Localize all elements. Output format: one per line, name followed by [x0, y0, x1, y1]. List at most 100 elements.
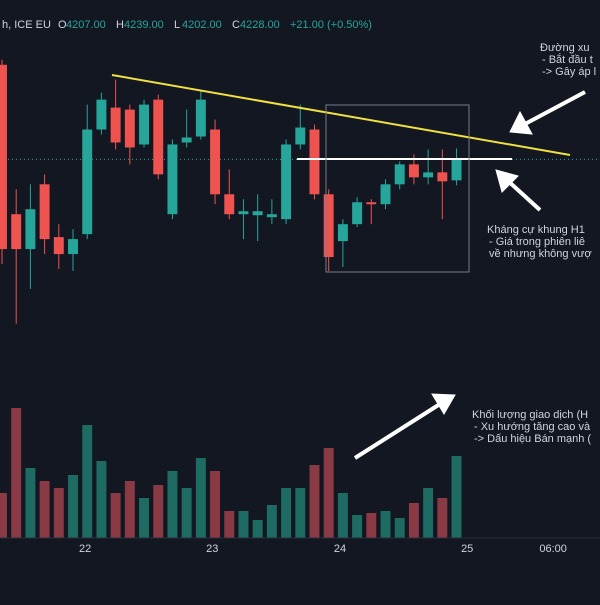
ohlc-label: C [232, 19, 240, 31]
arrow [505, 178, 542, 212]
annotation-text: -> Gây áp l [542, 66, 596, 78]
annotation-text: -> Dấu hiệu Bán mạnh ( [474, 433, 591, 445]
range-box [325, 104, 470, 273]
volume-bar [323, 448, 334, 538]
volume-bar [281, 488, 292, 538]
x-tick-label: 23 [206, 543, 218, 555]
volume-bar [337, 493, 348, 538]
volume-bar [408, 503, 419, 538]
ohlc-label: O [58, 19, 67, 31]
candle-body [281, 144, 292, 220]
volume-bar [82, 425, 93, 538]
candle-body [309, 129, 320, 195]
ohlc-legend: O 4207.00 H 4239.00 L 4202.00 C 4228.00 [58, 19, 280, 31]
volume-bar [210, 471, 221, 538]
candle-body [323, 194, 334, 258]
candle-body [408, 164, 419, 178]
ohlc-label: H [116, 19, 124, 31]
candle-body [352, 202, 363, 225]
volume-bar [181, 488, 192, 538]
volume-bar [96, 461, 107, 538]
candle-body [0, 64, 7, 250]
arrows [353, 90, 586, 460]
candle-body [11, 214, 22, 250]
annotation-text: - Xu hướng tăng cao và [474, 421, 591, 433]
candle-body [39, 184, 50, 240]
annotations: Đường xu- Bắt đầu t-> Gây áp l Kháng cự k… [472, 42, 596, 445]
volume-bar [195, 458, 206, 538]
volume-bar [366, 513, 377, 538]
volume-bar [266, 505, 277, 538]
candle-body [124, 109, 135, 148]
annotation-text: Đường xu [540, 42, 589, 54]
volume-bar [25, 468, 36, 538]
volume-bar [124, 481, 135, 538]
volume-bar [451, 456, 462, 538]
volume-bar [11, 408, 22, 538]
volume-bar [0, 493, 7, 538]
ohlc-value: 4207.00 [66, 19, 106, 31]
ohlc-label: L [174, 19, 180, 31]
candle-body [110, 107, 121, 143]
candle-body [224, 194, 235, 215]
candle-body [380, 184, 391, 205]
arrow [353, 402, 442, 460]
volume-bar [167, 471, 178, 538]
ohlc-value: 4239.00 [124, 19, 164, 31]
volume-bar [238, 511, 249, 538]
volume-bar [380, 511, 391, 538]
candle-body [451, 159, 462, 181]
candle-body [266, 214, 277, 218]
candle-body [167, 144, 178, 215]
candle-body [423, 172, 434, 178]
volume-bar [68, 475, 78, 538]
volume-bar [423, 488, 434, 538]
trend-line [111, 74, 571, 156]
volume-bar [139, 498, 150, 538]
candle-body [394, 164, 405, 185]
candle-body [295, 127, 306, 145]
volume-bar [224, 511, 235, 538]
annotation-text: Kháng cự khung H1 [487, 224, 585, 236]
candle-body [238, 211, 249, 215]
volume-bar [110, 493, 121, 538]
plot [0, 59, 600, 538]
annotation-text: Khối lượng giao dịch (H [472, 409, 588, 421]
candle-body [210, 129, 221, 195]
candle-body [96, 99, 107, 130]
candle-body [25, 209, 36, 250]
candle-body [68, 239, 78, 255]
candle-body [437, 172, 448, 182]
annotation-text: - Giá trong phiên liê [489, 236, 585, 248]
x-tick-label: 24 [334, 543, 346, 555]
change: +21.00 (+0.50%) [290, 19, 372, 31]
ohlc-value: 4228.00 [240, 19, 280, 31]
volume-bar [53, 488, 64, 538]
volume-bar [252, 520, 263, 538]
arrow-head [495, 169, 519, 193]
candle-body [337, 224, 348, 242]
x-tick-label: 25 [461, 543, 473, 555]
symbol: h, ICE EU [2, 19, 51, 31]
candle-body [153, 99, 164, 175]
volume-bar [437, 498, 448, 538]
candle-body [195, 99, 206, 137]
candle-body [181, 137, 192, 143]
volume-bar [394, 518, 405, 538]
arrow [524, 90, 586, 126]
arrow-head [509, 110, 533, 135]
arrow-head [431, 393, 456, 415]
candle-body [252, 211, 263, 216]
x-tick-label: 22 [79, 543, 91, 555]
volume-bar [153, 485, 164, 538]
candle-body [366, 202, 377, 205]
volume-bar [309, 465, 320, 538]
ohlc-value: 4202.00 [182, 19, 222, 31]
candle-body [53, 237, 64, 255]
volume-bar [295, 488, 306, 538]
x-tick-label: 06:00 [539, 543, 567, 555]
candle-body [139, 104, 150, 145]
volume-bar [39, 481, 50, 538]
candle-body [82, 129, 93, 235]
